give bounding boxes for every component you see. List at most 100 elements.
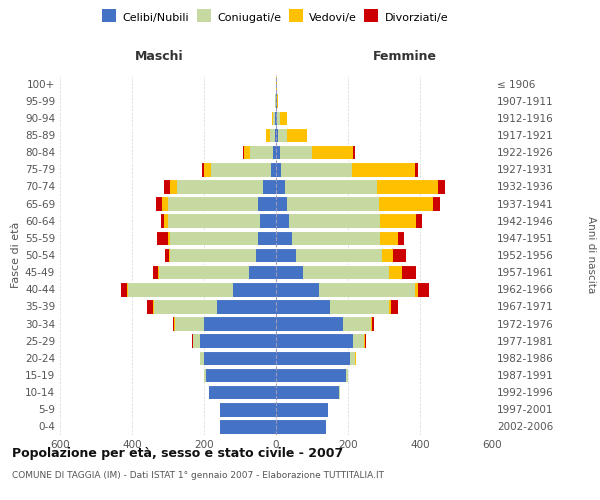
Bar [209,385,276,400]
Bar [192,334,193,348]
Bar [243,145,244,160]
Bar [156,196,161,211]
Bar [272,110,274,125]
Bar [233,282,276,296]
Bar [276,196,287,211]
Text: Anni di nascita: Anni di nascita [586,216,596,294]
Bar [202,162,204,176]
Bar [371,316,373,331]
Bar [258,230,276,245]
Bar [402,265,416,280]
Bar [289,214,380,228]
Bar [168,196,258,211]
Bar [204,316,276,331]
Bar [220,419,276,434]
Bar [260,214,276,228]
Bar [200,350,204,365]
Bar [312,145,353,160]
Bar [177,179,263,194]
Bar [159,265,249,280]
Bar [153,299,154,314]
Y-axis label: Fasce di età: Fasce di età [11,222,21,288]
Bar [250,145,273,160]
Bar [276,248,296,262]
Bar [277,110,280,125]
Bar [244,145,250,160]
Bar [276,145,280,160]
Bar [276,385,339,400]
Bar [373,316,374,331]
Bar [169,248,170,262]
Bar [276,334,353,348]
Bar [377,179,438,194]
Bar [211,162,271,176]
Bar [343,316,371,331]
Text: Maschi: Maschi [134,50,184,62]
Bar [258,196,276,211]
Bar [161,214,164,228]
Bar [418,282,429,296]
Bar [416,214,422,228]
Bar [352,162,415,176]
Bar [415,162,418,176]
Bar [164,179,170,194]
Bar [276,128,278,142]
Bar [153,265,158,280]
Bar [319,282,415,296]
Bar [281,162,352,176]
Bar [266,128,269,142]
Bar [346,368,348,382]
Bar [256,248,276,262]
Bar [276,316,343,331]
Bar [276,299,330,314]
Text: COMUNE DI TAGGIA (IM) - Dati ISTAT 1° gennaio 2007 - Elaborazione TUTTITALIA.IT: COMUNE DI TAGGIA (IM) - Dati ISTAT 1° ge… [12,470,384,480]
Bar [287,128,307,142]
Bar [380,214,416,228]
Bar [398,230,404,245]
Bar [269,128,275,142]
Bar [303,265,389,280]
Bar [200,334,276,348]
Bar [296,248,382,262]
Bar [168,230,170,245]
Bar [278,128,287,142]
Bar [204,350,276,365]
Bar [170,230,258,245]
Bar [204,368,206,382]
Bar [415,282,418,296]
Bar [380,230,398,245]
Bar [158,265,159,280]
Bar [276,265,303,280]
Bar [389,299,391,314]
Bar [276,402,328,416]
Bar [287,196,379,211]
Bar [127,282,128,296]
Bar [276,110,277,125]
Bar [263,179,276,194]
Bar [217,299,276,314]
Text: Femmine: Femmine [373,50,437,62]
Bar [276,179,285,194]
Bar [164,214,168,228]
Bar [276,214,289,228]
Legend: Celibi/Nubili, Coniugati/e, Vedovi/e, Divorziati/e: Celibi/Nubili, Coniugati/e, Vedovi/e, Di… [100,8,452,28]
Bar [128,282,233,296]
Bar [274,110,275,125]
Bar [339,385,340,400]
Bar [292,230,380,245]
Bar [364,334,365,348]
Bar [206,368,276,382]
Bar [276,162,281,176]
Bar [391,299,398,314]
Bar [382,248,393,262]
Bar [204,162,211,176]
Bar [276,350,350,365]
Bar [276,368,346,382]
Bar [353,334,364,348]
Bar [154,299,217,314]
Text: Popolazione per età, sesso e stato civile - 2007: Popolazione per età, sesso e stato civil… [12,448,343,460]
Bar [330,299,389,314]
Bar [280,145,312,160]
Bar [170,179,177,194]
Bar [389,265,402,280]
